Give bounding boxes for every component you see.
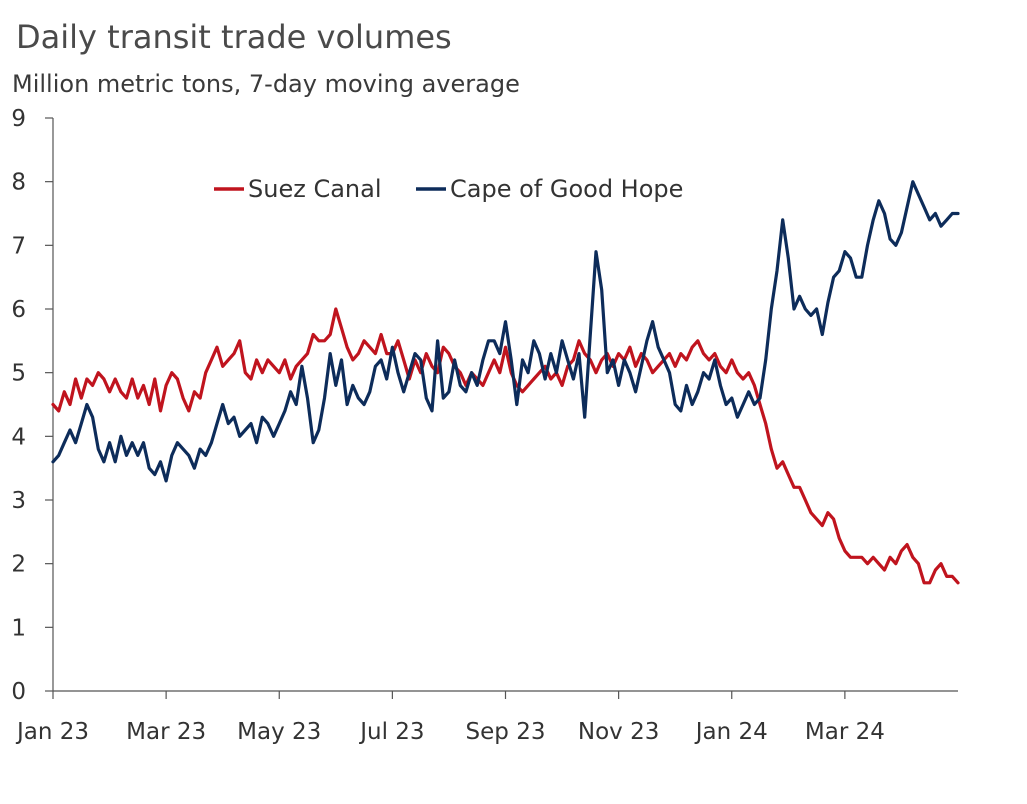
y-axis-ticks: 0 1 2 3 4 5 6 7 8 9 (11, 106, 53, 705)
y-tick-label: 2 (11, 552, 26, 578)
x-axis-ticks: Jan 23 Mar 23 May 23 Jul 23 Sep 23 Nov 23 Jan … (15, 691, 885, 745)
x-tick-label: Jan 24 (694, 719, 768, 745)
x-tick-label: Jul 23 (358, 719, 424, 745)
chart-legend: Suez Canal Cape of Good Hope (214, 175, 683, 203)
legend-label: Suez Canal (248, 175, 382, 203)
y-tick-label: 6 (11, 297, 26, 323)
y-tick-label: 8 (11, 170, 26, 196)
x-tick-label: Jan 23 (15, 719, 89, 745)
y-tick-label: 7 (11, 233, 26, 259)
y-tick-label: 3 (11, 488, 26, 514)
x-tick-label: Nov 23 (578, 719, 659, 745)
y-tick-label: 1 (11, 615, 26, 641)
series-line-suez-canal (51, 307, 960, 585)
chart-axes (52, 118, 958, 692)
y-tick-label: 5 (11, 361, 26, 387)
chart-subtitle: Million metric tons, 7-day moving averag… (12, 70, 520, 98)
series-line-cape-of-good-hope (51, 180, 960, 483)
x-tick-label: Mar 23 (126, 719, 206, 745)
chart-title: Daily transit trade volumes (16, 18, 452, 56)
legend-label: Cape of Good Hope (450, 175, 683, 203)
y-tick-label: 0 (11, 679, 26, 705)
chart-series (51, 180, 960, 585)
y-tick-label: 9 (11, 106, 26, 132)
x-tick-label: Mar 24 (805, 719, 885, 745)
x-tick-label: Sep 23 (466, 719, 546, 745)
x-tick-label: May 23 (237, 719, 321, 745)
y-tick-label: 4 (11, 424, 26, 450)
